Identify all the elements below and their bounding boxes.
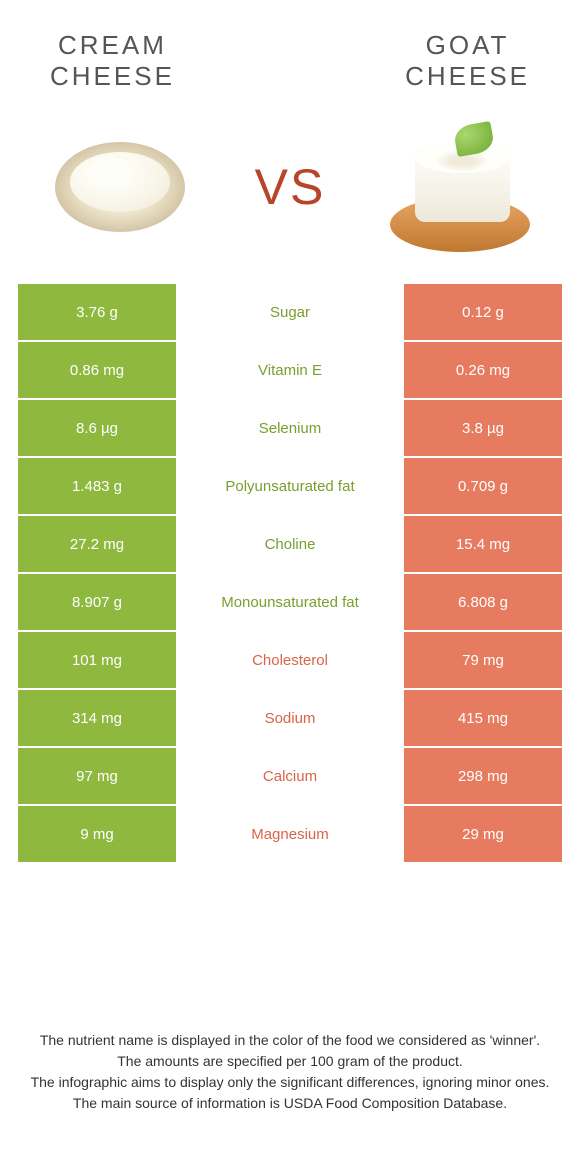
- left-value: 27.2 mg: [18, 516, 176, 572]
- nutrient-label: Sodium: [176, 690, 404, 746]
- left-value: 97 mg: [18, 748, 176, 804]
- nutrient-table: 3.76 gSugar0.12 g0.86 mgVitamin E0.26 mg…: [18, 282, 562, 862]
- footer-notes: The nutrient name is displayed in the co…: [30, 1030, 550, 1114]
- right-value: 0.26 mg: [404, 342, 562, 398]
- left-value: 0.86 mg: [18, 342, 176, 398]
- goat-cheese-image: [380, 122, 540, 252]
- nutrient-row: 1.483 gPolyunsaturated fat0.709 g: [18, 456, 562, 514]
- nutrient-row: 8.907 gMonounsaturated fat6.808 g: [18, 572, 562, 630]
- footer-line: The nutrient name is displayed in the co…: [30, 1030, 550, 1051]
- nutrient-label: Choline: [176, 516, 404, 572]
- titles-row: CREAM CHEESE GOAT CHEESE: [0, 0, 580, 102]
- left-value: 1.483 g: [18, 458, 176, 514]
- footer-line: The main source of information is USDA F…: [30, 1093, 550, 1114]
- nutrient-row: 97 mgCalcium298 mg: [18, 746, 562, 804]
- left-value: 8.6 µg: [18, 400, 176, 456]
- left-value: 9 mg: [18, 806, 176, 862]
- cream-cheese-image: [40, 122, 200, 252]
- nutrient-row: 8.6 µgSelenium3.8 µg: [18, 398, 562, 456]
- left-value: 3.76 g: [18, 284, 176, 340]
- nutrient-label: Magnesium: [176, 806, 404, 862]
- right-value: 0.709 g: [404, 458, 562, 514]
- right-value: 298 mg: [404, 748, 562, 804]
- nutrient-row: 0.86 mgVitamin E0.26 mg: [18, 340, 562, 398]
- right-value: 6.808 g: [404, 574, 562, 630]
- footer-line: The amounts are specified per 100 gram o…: [30, 1051, 550, 1072]
- images-row: VS: [0, 102, 580, 282]
- nutrient-row: 3.76 gSugar0.12 g: [18, 282, 562, 340]
- nutrient-row: 101 mgCholesterol79 mg: [18, 630, 562, 688]
- left-value: 314 mg: [18, 690, 176, 746]
- left-value: 8.907 g: [18, 574, 176, 630]
- right-value: 79 mg: [404, 632, 562, 688]
- nutrient-label: Sugar: [176, 284, 404, 340]
- nutrient-label: Monounsaturated fat: [176, 574, 404, 630]
- right-value: 0.12 g: [404, 284, 562, 340]
- bowl-icon: [55, 142, 185, 232]
- nutrient-label: Cholesterol: [176, 632, 404, 688]
- nutrient-row: 314 mgSodium415 mg: [18, 688, 562, 746]
- right-value: 15.4 mg: [404, 516, 562, 572]
- nutrient-row: 9 mgMagnesium29 mg: [18, 804, 562, 862]
- right-value: 3.8 µg: [404, 400, 562, 456]
- vs-label: VS: [255, 158, 326, 216]
- left-food-title: CREAM CHEESE: [50, 30, 175, 92]
- nutrient-label: Vitamin E: [176, 342, 404, 398]
- goat-cheese-icon: [385, 122, 535, 252]
- right-value: 29 mg: [404, 806, 562, 862]
- right-value: 415 mg: [404, 690, 562, 746]
- nutrient-label: Polyunsaturated fat: [176, 458, 404, 514]
- nutrient-row: 27.2 mgCholine15.4 mg: [18, 514, 562, 572]
- right-food-title: GOAT CHEESE: [405, 30, 530, 92]
- nutrient-label: Calcium: [176, 748, 404, 804]
- nutrient-label: Selenium: [176, 400, 404, 456]
- left-value: 101 mg: [18, 632, 176, 688]
- footer-line: The infographic aims to display only the…: [30, 1072, 550, 1093]
